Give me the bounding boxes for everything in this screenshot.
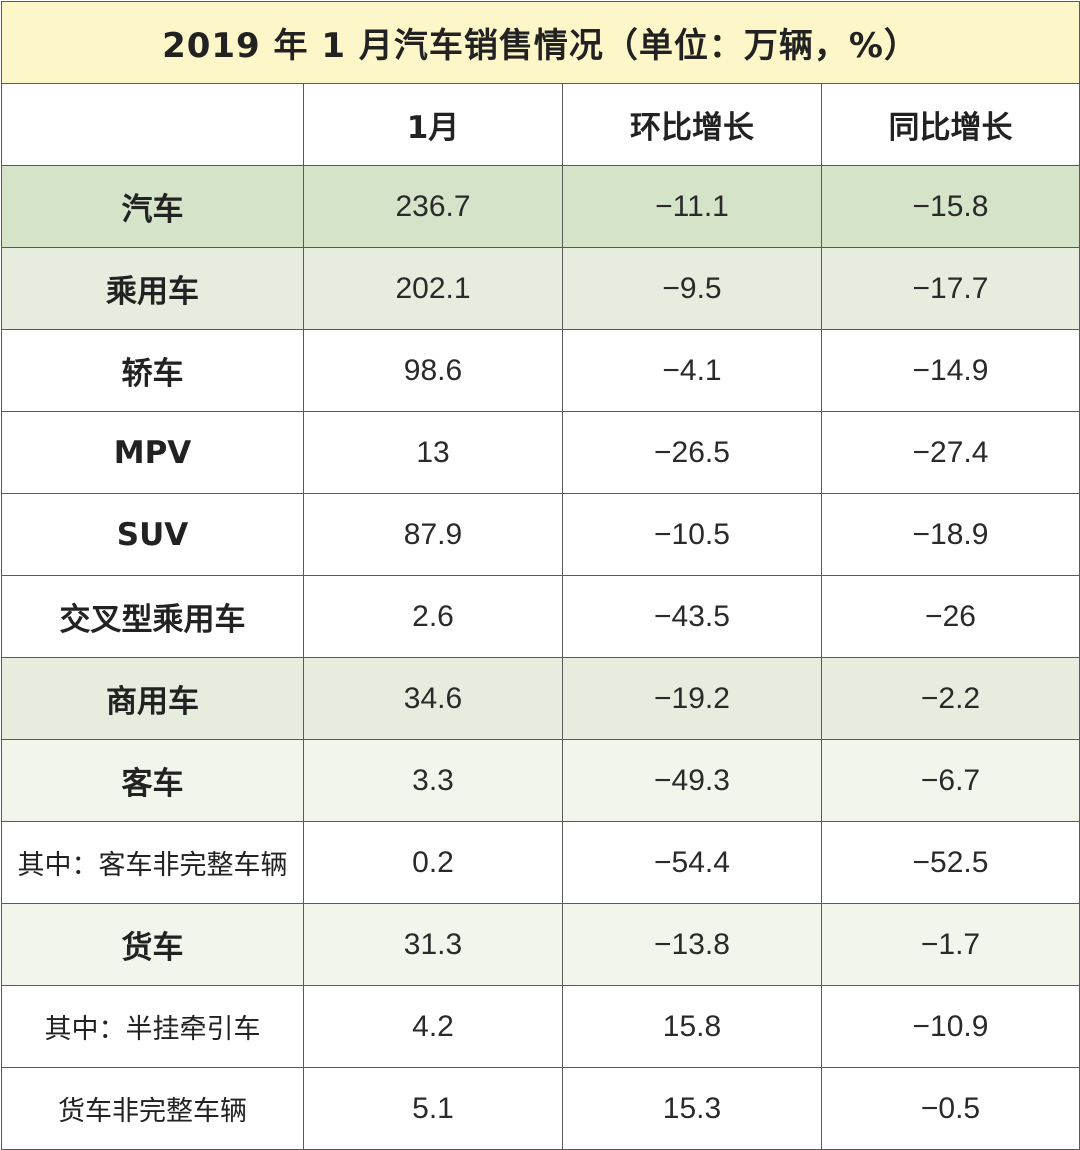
mom-growth-cell: −9.5 [562,247,822,330]
row-label-cell: 乘用车 [1,247,304,330]
row-label-cell: 汽车 [1,165,304,248]
header-cell-category [1,83,304,166]
yoy-growth-cell: −17.7 [821,247,1080,330]
month-value-cell: 2.6 [303,575,563,658]
month-value-cell: 3.3 [303,739,563,822]
table-row: MPV 13 −26.5 −27.4 [1,411,1080,494]
table-row: 汽车 236.7 −11.1 −15.8 [1,165,1080,248]
yoy-growth-cell: −15.8 [821,165,1080,248]
yoy-growth-cell: −27.4 [821,411,1080,494]
table-row: 客车 3.3 −49.3 −6.7 [1,739,1080,822]
table-row: 乘用车 202.1 −9.5 −17.7 [1,247,1080,330]
month-value-cell: 31.3 [303,903,563,986]
month-value-cell: 236.7 [303,165,563,248]
header-row: 1月 环比增长 同比增长 [1,83,1080,166]
yoy-growth-cell: −52.5 [821,821,1080,904]
table-row: 商用车 34.6 −19.2 −2.2 [1,657,1080,740]
row-label-cell: 货车非完整车辆 [1,1067,304,1150]
yoy-growth-cell: −18.9 [821,493,1080,576]
month-value-cell: 13 [303,411,563,494]
header-cell-mom-growth: 环比增长 [562,83,822,166]
mom-growth-cell: −11.1 [562,165,822,248]
title-row: 2019 年 1 月汽车销售情况（单位：万辆，%） [1,1,1080,84]
table-row: 轿车 98.6 −4.1 −14.9 [1,329,1080,412]
mom-growth-cell: −49.3 [562,739,822,822]
month-value-cell: 4.2 [303,985,563,1068]
row-label-cell: SUV [1,493,304,576]
yoy-growth-cell: −6.7 [821,739,1080,822]
header-cell-month: 1月 [303,83,563,166]
mom-growth-cell: −26.5 [562,411,822,494]
month-value-cell: 5.1 [303,1067,563,1150]
month-value-cell: 98.6 [303,329,563,412]
row-label-cell: 货车 [1,903,304,986]
month-value-cell: 0.2 [303,821,563,904]
row-label-cell: MPV [1,411,304,494]
yoy-growth-cell: −26 [821,575,1080,658]
mom-growth-cell: −10.5 [562,493,822,576]
mom-growth-cell: −54.4 [562,821,822,904]
row-label-cell: 客车 [1,739,304,822]
month-value-cell: 202.1 [303,247,563,330]
row-label-cell: 其中：客车非完整车辆 [1,821,304,904]
month-value-cell: 87.9 [303,493,563,576]
yoy-growth-cell: −14.9 [821,329,1080,412]
mom-growth-cell: 15.8 [562,985,822,1068]
mom-growth-cell: 15.3 [562,1067,822,1150]
row-label-cell: 轿车 [1,329,304,412]
table-row: 货车非完整车辆 5.1 15.3 −0.5 [1,1067,1080,1150]
yoy-growth-cell: −10.9 [821,985,1080,1068]
yoy-growth-cell: −1.7 [821,903,1080,986]
mom-growth-cell: −13.8 [562,903,822,986]
row-label-cell: 其中：半挂牵引车 [1,985,304,1068]
yoy-growth-cell: −2.2 [821,657,1080,740]
mom-growth-cell: −19.2 [562,657,822,740]
table-row: 交叉型乘用车 2.6 −43.5 −26 [1,575,1080,658]
table-row: 其中：半挂牵引车 4.2 15.8 −10.9 [1,985,1080,1068]
mom-growth-cell: −43.5 [562,575,822,658]
yoy-growth-cell: −0.5 [821,1067,1080,1150]
row-label-cell: 交叉型乘用车 [1,575,304,658]
table-row: SUV 87.9 −10.5 −18.9 [1,493,1080,576]
month-value-cell: 34.6 [303,657,563,740]
header-cell-yoy-growth: 同比增长 [821,83,1080,166]
table-row: 其中：客车非完整车辆 0.2 −54.4 −52.5 [1,821,1080,904]
mom-growth-cell: −4.1 [562,329,822,412]
table-title: 2019 年 1 月汽车销售情况（单位：万辆，%） [1,1,1080,84]
row-label-cell: 商用车 [1,657,304,740]
table-row: 货车 31.3 −13.8 −1.7 [1,903,1080,986]
